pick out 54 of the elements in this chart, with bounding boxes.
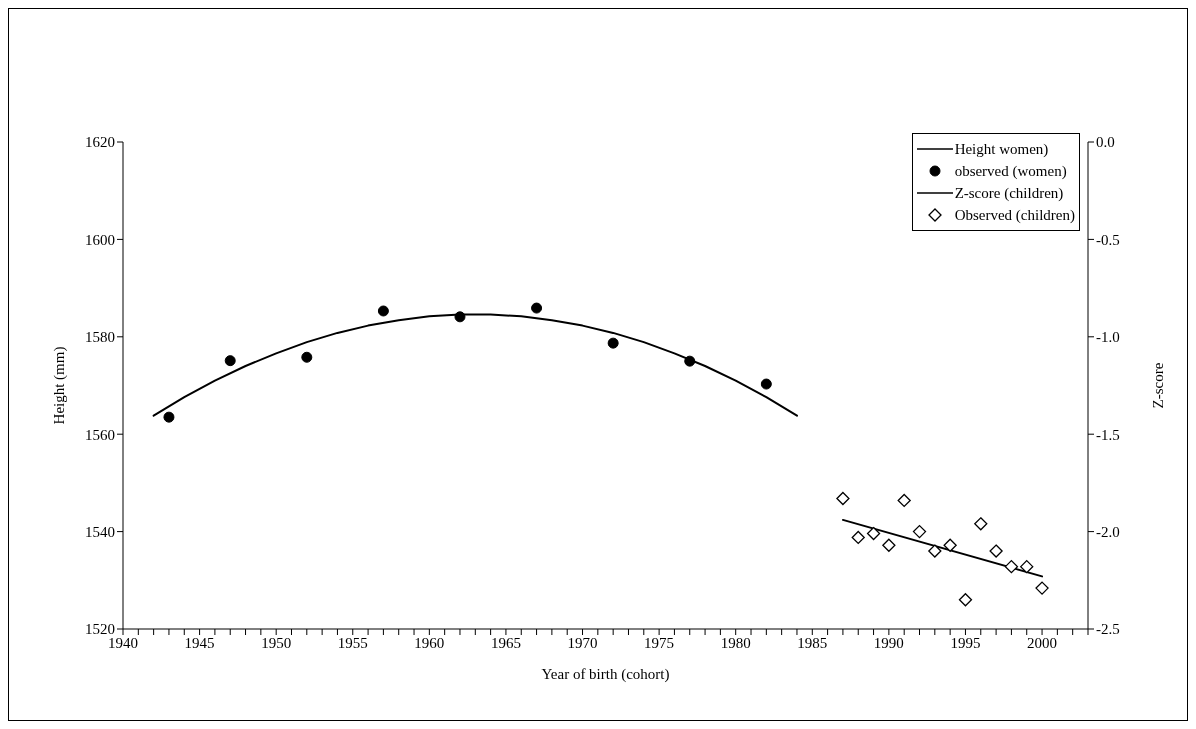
x-tick-label: 1985 [797,634,828,651]
point [897,493,911,508]
y-tick-label: 1620 [85,134,115,151]
x-tick-label: 1955 [337,634,368,651]
x-axis-title: Year of birth (cohort) [541,666,670,683]
y2-tick-label: 0.0 [1096,134,1115,151]
point [607,337,619,349]
x-tick-label: 1960 [414,634,445,651]
x-tick-label: 1980 [720,634,751,651]
point [377,305,389,317]
y2-axis-title: Z-score [1150,362,1167,409]
x-tick-label: 1970 [567,634,598,651]
legend-label: Height women) [954,140,1049,158]
legend-label: Z-score (children) [954,184,1064,202]
y-tick-label: 1580 [85,329,115,346]
point [224,355,236,367]
point [1020,560,1034,574]
line-series [152,313,798,417]
y2-tick-label: -1.0 [1096,329,1120,346]
point [974,517,988,531]
y-tick-label: 1600 [85,231,115,248]
y2-tick-label: -1.5 [1096,426,1120,443]
point [1004,560,1019,574]
y-tick-label: 1540 [85,523,115,540]
point [684,355,696,367]
x-tick-label: 1995 [950,634,981,651]
x-tick-label: 1975 [644,634,675,651]
point [301,351,313,363]
legend-label: observed (women) [954,162,1067,180]
y-axis-title: Height (mm) [51,346,69,425]
point [882,538,896,552]
point [836,491,850,506]
point [163,411,175,423]
point [760,378,772,390]
y2-tick-label: -2.5 [1096,621,1120,638]
x-tick-label: 1990 [873,634,904,651]
x-tick-label: 1945 [184,634,215,651]
point [958,593,973,607]
y2-tick-label: -0.5 [1096,231,1120,248]
point [531,302,543,314]
point [943,538,957,552]
point [928,544,942,558]
point [851,530,865,545]
y2-tick-label: -2.0 [1096,523,1120,540]
point [866,526,881,541]
x-tick-label: 1950 [261,634,292,651]
point [1035,581,1049,595]
legend-label: Observed (children) [954,206,1075,224]
x-tick-label: 2000 [1027,634,1058,651]
point [989,544,1003,558]
point [912,524,927,539]
point [454,311,466,323]
x-tick-label: 1965 [490,634,521,651]
y-tick-label: 1560 [85,426,115,443]
